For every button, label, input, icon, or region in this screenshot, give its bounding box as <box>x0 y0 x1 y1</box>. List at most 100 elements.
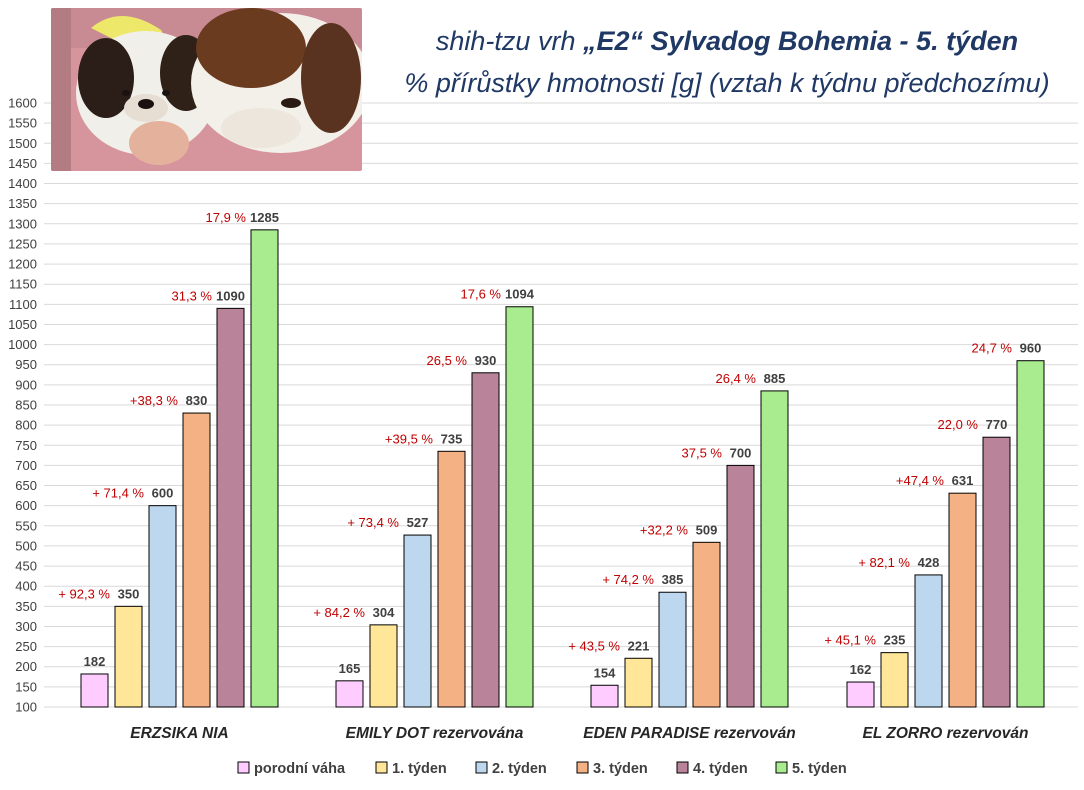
y-tick-label: 500 <box>15 538 37 553</box>
bars <box>80 229 1045 708</box>
value-label: 162 <box>850 662 872 677</box>
value-label: 304 <box>373 605 395 620</box>
y-tick-label: 300 <box>15 619 37 634</box>
value-label: 428 <box>918 555 940 570</box>
y-tick-label: 800 <box>15 418 37 433</box>
value-label: 235 <box>884 633 906 648</box>
legend-label: 5. týden <box>792 761 847 777</box>
y-tick-label: 550 <box>15 518 37 533</box>
category-label: EDEN PARADISE rezervován <box>583 725 795 742</box>
legend-swatch <box>375 761 388 774</box>
y-tick-label: 150 <box>15 679 37 694</box>
percent-label: +47,4 % <box>896 473 945 488</box>
puppies-photo <box>51 8 362 171</box>
value-label: 1285 <box>250 210 279 225</box>
bar <box>471 372 500 708</box>
y-tick-label: 1350 <box>8 196 37 211</box>
percent-label: +32,2 % <box>640 522 689 537</box>
bar <box>590 684 619 708</box>
percent-label: + 82,1 % <box>858 555 910 570</box>
value-label: 154 <box>594 665 616 680</box>
legend-swatch <box>676 761 689 774</box>
category-label: EL ZORRO rezervován <box>863 725 1029 742</box>
percent-label: + 74,2 % <box>602 572 654 587</box>
x-axis-categories: ERZSIKA NIA EMILY DOT rezervována EDEN PAR… <box>130 725 1028 742</box>
y-tick-label: 1100 <box>9 297 37 312</box>
y-tick-label: 350 <box>15 599 37 614</box>
bar <box>726 464 755 708</box>
y-tick-label: 600 <box>15 498 37 513</box>
legend-label: 2. týden <box>492 761 547 777</box>
chart-title-bold: „E2“ Sylvadog Bohemia - 5. týden <box>582 26 1019 56</box>
y-tick-label: 750 <box>15 438 37 453</box>
y-axis-ticks: 100 150 200 250 300 350 400 450 500 550 600 650 700 7… <box>8 96 37 715</box>
chart-subtitle: % přírůstky hmotnosti [g] (vztah k týdnu… <box>404 68 1050 98</box>
value-label: 631 <box>952 473 974 488</box>
value-label: 735 <box>441 431 463 446</box>
percent-label: 31,3 % <box>172 288 213 303</box>
percent-label: + 43,5 % <box>568 638 620 653</box>
y-tick-label: 650 <box>15 478 37 493</box>
value-label: 165 <box>339 661 361 676</box>
y-tick-label: 1300 <box>8 216 37 231</box>
value-label: 1094 <box>505 287 535 302</box>
bar <box>437 450 466 708</box>
bar <box>880 652 909 708</box>
percent-label: + 92,3 % <box>58 586 110 601</box>
bar <box>250 229 279 708</box>
value-label: 830 <box>186 393 208 408</box>
percent-label: +38,3 % <box>130 393 179 408</box>
y-tick-label: 1200 <box>8 257 37 272</box>
percent-label: + 84,2 % <box>313 605 365 620</box>
percent-label: +39,5 % <box>385 431 434 446</box>
bar <box>335 680 364 708</box>
y-tick-label: 200 <box>15 659 37 674</box>
value-label: 509 <box>696 522 718 537</box>
chart-title: shih-tzu vrh „E2“ Sylvadog Bohemia - 5. … <box>370 26 1084 57</box>
legend-label: 1. týden <box>392 761 447 777</box>
legend-label: porodní váha <box>254 761 346 777</box>
legend-swatch <box>775 761 788 774</box>
value-label: 700 <box>730 445 752 460</box>
value-label: 930 <box>475 353 497 368</box>
value-label: 527 <box>407 515 429 530</box>
bar <box>692 541 721 708</box>
bar <box>80 673 109 708</box>
bar <box>982 436 1011 708</box>
y-tick-label: 1150 <box>9 277 37 292</box>
y-tick-label: 850 <box>15 398 37 413</box>
y-tick-label: 700 <box>15 458 37 473</box>
value-label: 770 <box>986 417 1008 432</box>
percent-label: + 45,1 % <box>824 633 876 648</box>
legend-swatch <box>576 761 589 774</box>
bar <box>114 605 143 708</box>
bar <box>505 306 534 708</box>
y-tick-label: 250 <box>15 639 37 654</box>
percent-label: + 71,4 % <box>92 486 144 501</box>
legend-label: 3. týden <box>593 761 648 777</box>
y-tick-label: 1000 <box>8 337 37 352</box>
bar <box>182 412 211 708</box>
percent-label: 22,0 % <box>938 417 979 432</box>
y-tick-label: 1500 <box>8 136 37 151</box>
value-label: 885 <box>764 371 786 386</box>
category-label: ERZSIKA NIA <box>130 725 228 742</box>
y-tick-label: 1400 <box>8 176 37 191</box>
y-tick-label: 450 <box>15 559 37 574</box>
bar <box>658 591 687 708</box>
legend-swatch <box>475 761 488 774</box>
bar <box>403 534 432 708</box>
gridlines <box>44 102 1078 708</box>
value-label: 385 <box>662 572 684 587</box>
bar <box>948 492 977 708</box>
legend-label: 4. týden <box>693 761 748 777</box>
bar <box>148 505 177 708</box>
value-label: 1090 <box>216 288 245 303</box>
value-label: 600 <box>152 486 174 501</box>
percent-label: 17,9 % <box>206 210 247 225</box>
chart-title-plain: shih-tzu vrh <box>435 26 583 56</box>
percent-label: + 73,4 % <box>347 515 399 530</box>
legend-swatch <box>237 761 250 774</box>
bar <box>760 390 789 708</box>
